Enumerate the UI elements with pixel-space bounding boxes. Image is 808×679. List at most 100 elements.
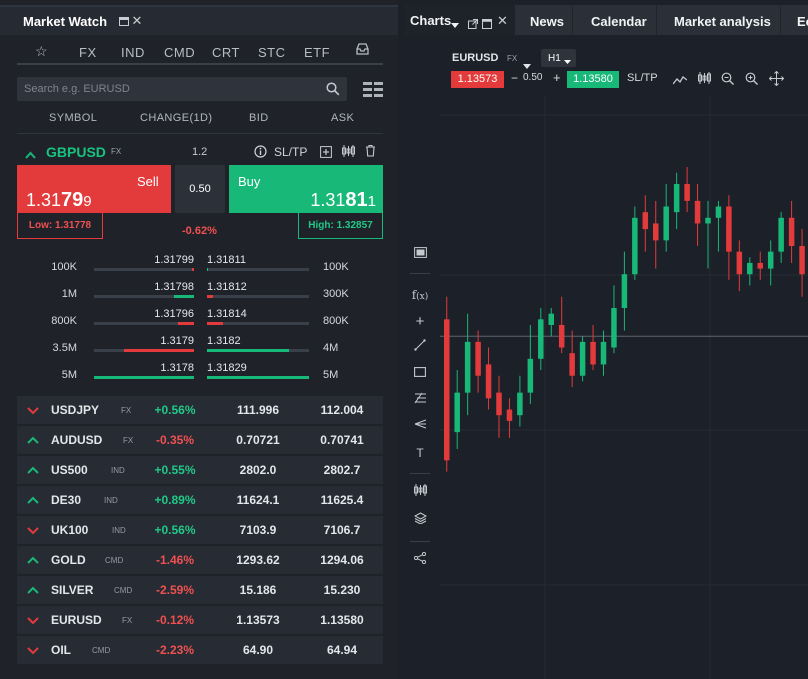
tab-inbox-icon[interactable] [356, 43, 369, 58]
maximize-icon[interactable] [118, 16, 130, 28]
instrument-bid[interactable]: 0.70721 [236, 433, 280, 447]
timeframe-select[interactable]: H1 [541, 49, 576, 67]
col-change[interactable]: CHANGE(1D) [140, 112, 213, 124]
sell-button[interactable]: Sell 1.31799 [17, 165, 171, 213]
instrument-class: CMD [105, 556, 124, 565]
tab-economic[interactable]: Ec [797, 14, 808, 29]
trash-icon[interactable] [365, 144, 376, 162]
tab-news[interactable]: News [530, 14, 564, 29]
instrument-bid[interactable]: 1.13573 [236, 613, 280, 627]
instrument-row[interactable]: OIL CMD -2.23% 64.90 64.94 [17, 636, 383, 664]
symbol-dropdown-icon[interactable] [523, 56, 531, 74]
col-bid[interactable]: BID [249, 112, 269, 124]
chart-buy-button[interactable]: 1.13580 [567, 71, 619, 88]
chevron-down-icon[interactable] [451, 15, 459, 33]
instrument-ask[interactable]: 112.004 [320, 403, 364, 417]
instrument-row[interactable]: UK100 IND +0.56% 7103.9 7106.7 [17, 516, 383, 544]
chevron-down-icon[interactable] [27, 643, 39, 655]
instrument-bid[interactable]: 15.186 [239, 583, 277, 597]
instrument-row[interactable]: DE30 IND +0.89% 11624.1 11625.4 [17, 486, 383, 514]
col-symbol[interactable]: SYMBOL [49, 112, 98, 124]
instrument-ask[interactable]: 7106.7 [323, 523, 361, 537]
layers-icon[interactable] [410, 511, 430, 531]
line-chart-icon[interactable] [672, 73, 688, 91]
instrument-ask[interactable]: 0.70741 [320, 433, 364, 447]
tab-charts[interactable]: Charts [410, 13, 452, 28]
tab-favorites-star-icon[interactable]: ☆ [35, 43, 49, 59]
tab-cmd[interactable]: CMD [164, 45, 196, 60]
popout-icon[interactable] [468, 16, 478, 34]
instrument-row[interactable]: GOLD CMD -1.46% 1293.62 1294.06 [17, 546, 383, 574]
info-icon[interactable] [254, 145, 267, 163]
tab-etf[interactable]: ETF [304, 45, 331, 60]
instrument-row[interactable]: AUDUSD FX -0.35% 0.70721 0.70741 [17, 426, 383, 454]
instrument-ask[interactable]: 1294.06 [320, 553, 364, 567]
instrument-ask[interactable]: 64.94 [326, 643, 358, 657]
chevron-up-icon[interactable] [27, 583, 39, 595]
chart-sell-button[interactable]: 1.13573 [451, 71, 504, 88]
chart-candles-icon[interactable] [342, 144, 355, 163]
instrument-bid[interactable]: 7103.9 [239, 523, 277, 537]
chevron-up-icon[interactable] [27, 433, 39, 445]
pan-move-icon[interactable] [768, 70, 785, 91]
instrument-row[interactable]: EURUSD FX -0.12% 1.13573 1.13580 [17, 606, 383, 634]
close-icon[interactable]: ✕ [131, 13, 143, 28]
instrument-row[interactable]: USDJPY FX +0.56% 111.996 112.004 [17, 396, 383, 424]
instrument-bid[interactable]: 1293.62 [236, 553, 280, 567]
function-fx-icon[interactable]: f(x) [411, 288, 429, 302]
zoom-in-icon[interactable] [745, 72, 758, 90]
share-icon[interactable] [410, 551, 430, 571]
layout-grid-icon[interactable] [363, 82, 383, 97]
tab-calendar[interactable]: Calendar [591, 14, 647, 29]
screen-tool-icon[interactable] [410, 245, 430, 265]
collapse-chevron-up-icon[interactable] [25, 146, 36, 159]
indicators-icon[interactable] [410, 483, 430, 503]
chevron-down-icon[interactable] [27, 403, 39, 415]
chevron-down-icon[interactable] [27, 523, 39, 535]
col-ask[interactable]: ASK [331, 112, 355, 124]
tab-crt[interactable]: CRT [212, 45, 240, 60]
instrument-ask[interactable]: 15.230 [323, 583, 361, 597]
search-icon[interactable] [326, 82, 340, 101]
sltp-button[interactable]: SL/TP [274, 145, 308, 159]
candlestick-chart[interactable] [440, 95, 808, 679]
rectangle-tool-icon[interactable] [410, 364, 430, 384]
candle-type-icon[interactable] [698, 71, 711, 90]
tab-ind[interactable]: IND [121, 45, 145, 60]
chart-sltp-button[interactable]: SL/TP [627, 72, 658, 84]
instrument-ask[interactable]: 1.13580 [320, 613, 364, 627]
search-input[interactable] [24, 82, 314, 96]
buy-button[interactable]: Buy 1.31811 [229, 165, 383, 213]
chevron-down-icon[interactable] [27, 613, 39, 625]
tab-fx[interactable]: FX [79, 45, 97, 60]
instrument-row[interactable]: SILVER CMD -2.59% 15.186 15.230 [17, 576, 383, 604]
chart-close-icon[interactable]: ✕ [497, 13, 508, 28]
selected-instrument-row[interactable]: GBPUSD FX 1.2 SL/TP [17, 140, 383, 164]
instrument-bid[interactable]: 64.90 [242, 643, 274, 657]
tab-stc[interactable]: STC [258, 45, 286, 60]
chart-spread-minus[interactable]: − [511, 71, 519, 85]
crosshair-tool-icon[interactable]: + [415, 313, 425, 330]
instrument-ask[interactable]: 2802.7 [323, 463, 361, 477]
tab-market-analysis[interactable]: Market analysis [674, 14, 771, 29]
chart-spread-plus[interactable]: + [553, 70, 561, 85]
chevron-up-icon[interactable] [27, 493, 39, 505]
trendline-tool-icon[interactable] [410, 338, 430, 358]
fibonacci-tool-icon[interactable] [410, 391, 430, 411]
instrument-bid[interactable]: 111.996 [236, 403, 280, 417]
instrument-symbol: SILVER [51, 583, 94, 597]
chevron-up-icon[interactable] [27, 463, 39, 475]
instrument-bid[interactable]: 2802.0 [239, 463, 277, 477]
chart-symbol[interactable]: EURUSD [452, 52, 499, 64]
pitchfork-tool-icon[interactable] [410, 417, 430, 437]
add-icon[interactable] [320, 145, 332, 163]
instrument-ask[interactable]: 11625.4 [320, 493, 364, 507]
tab-charts-active[interactable]: Charts ✕ [405, 5, 515, 35]
chevron-up-icon[interactable] [27, 553, 39, 565]
zoom-out-icon[interactable] [721, 72, 734, 90]
chart-maximize-icon[interactable] [482, 16, 492, 34]
instrument-bid[interactable]: 11624.1 [236, 493, 280, 507]
text-tool-icon[interactable]: T [416, 446, 424, 460]
candle-body [726, 206, 732, 252]
instrument-row[interactable]: US500 IND +0.55% 2802.0 2802.7 [17, 456, 383, 484]
